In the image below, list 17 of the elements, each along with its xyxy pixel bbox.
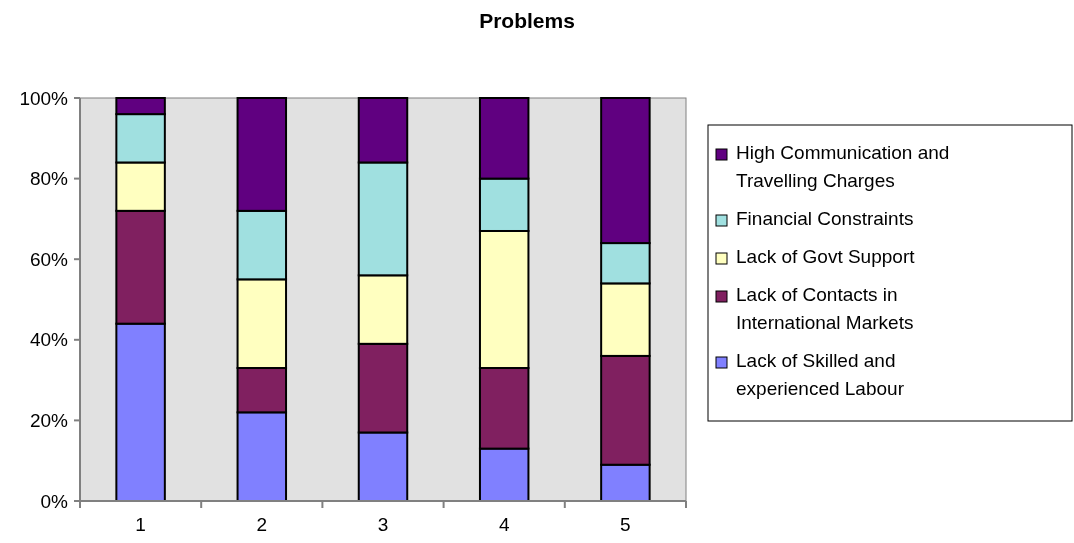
x-tick-label: 3 (377, 514, 389, 535)
x-tick-label: 4 (498, 514, 510, 535)
x-tick-label: 1 (135, 514, 146, 535)
x-tick-label: 5 (620, 514, 631, 535)
legend-label: Financial Constraints (736, 208, 914, 229)
y-tick-label: 60% (29, 248, 69, 270)
y-tick-label: 0% (40, 490, 69, 512)
legend-label: Lack of Govt Support (736, 246, 916, 267)
y-tick-label: 100% (19, 87, 69, 109)
y-tick-label: 20% (29, 410, 69, 432)
y-tick-label: 80% (29, 168, 69, 190)
chart-title: Problems (479, 9, 575, 32)
y-tick-label: 40% (29, 329, 69, 351)
legend-label: Lack of Skilled and experienced Labour (736, 350, 905, 399)
legend-label: High Communication and Travelling Charges (736, 142, 950, 191)
x-tick-label: 2 (256, 514, 268, 535)
legend-label: Lack of Contacts in International Markets (736, 284, 914, 333)
